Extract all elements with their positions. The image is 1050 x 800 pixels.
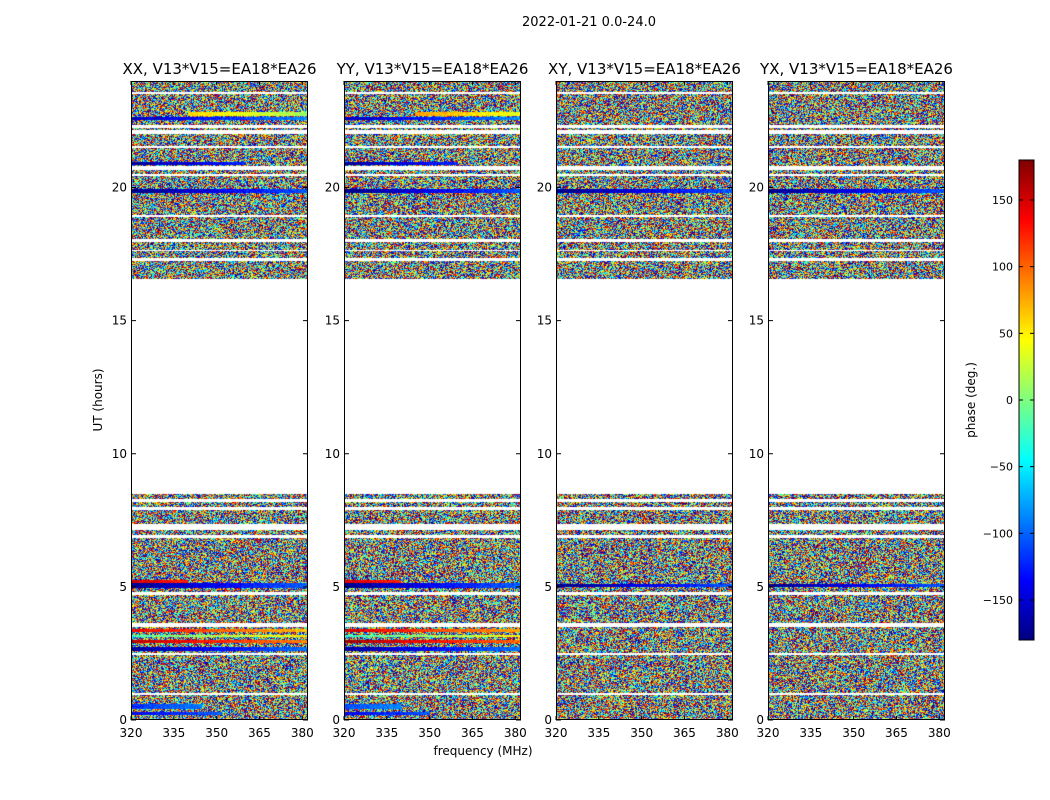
y-tick-label: 5 bbox=[332, 580, 340, 594]
colorbar-ticks: 150 100 50 0 −50 −100 −150 bbox=[983, 194, 1034, 607]
y-tick-label: 10 bbox=[112, 447, 127, 461]
y-tick-label: 15 bbox=[749, 314, 764, 328]
y-tick-label: 5 bbox=[544, 580, 552, 594]
panel-3: XY, V13*V15=EA18*EA26 320 335 350 365 380 0 5 10… bbox=[537, 60, 741, 740]
y-tick-label: 15 bbox=[325, 314, 340, 328]
y-tick-label: 10 bbox=[537, 447, 552, 461]
colorbar-tick-label: 150 bbox=[992, 194, 1013, 207]
x-tick-label: 380 bbox=[928, 726, 951, 740]
x-tick-label: 350 bbox=[205, 726, 228, 740]
colorbar: 150 100 50 0 −50 −100 −150 phase (deg.) bbox=[964, 159, 1035, 641]
panel-frame bbox=[131, 81, 308, 720]
x-tick-label: 350 bbox=[842, 726, 865, 740]
x-tick-label: 320 bbox=[757, 726, 780, 740]
y-tick-label: 10 bbox=[325, 447, 340, 461]
colorbar-tick-label: −50 bbox=[990, 461, 1013, 474]
heatmap-image bbox=[768, 81, 945, 720]
y-tick-label: 15 bbox=[537, 314, 552, 328]
x-tick-label: 320 bbox=[333, 726, 356, 740]
panel-title: YX, V13*V15=EA18*EA26 bbox=[759, 60, 953, 78]
x-tick-label: 380 bbox=[504, 726, 527, 740]
y-tick-label: 10 bbox=[749, 447, 764, 461]
panel-frame bbox=[768, 81, 945, 720]
y-tick-label: 20 bbox=[537, 181, 552, 195]
colorbar-tick-label: −150 bbox=[983, 594, 1013, 607]
x-tick-label: 365 bbox=[885, 726, 908, 740]
panel-frame bbox=[556, 81, 733, 720]
x-tick-label: 335 bbox=[162, 726, 185, 740]
x-tick-label: 380 bbox=[291, 726, 314, 740]
panel-frame bbox=[344, 81, 521, 720]
heatmap-image bbox=[131, 81, 308, 720]
panel-4: YX, V13*V15=EA18*EA26 320 335 350 365 380 0 5 10… bbox=[749, 60, 953, 740]
panel-1: XX, V13*V15=EA18*EA26 320 335 350 365 380 0 5 10… bbox=[112, 60, 317, 740]
x-axis-label: frequency (MHz) bbox=[433, 744, 532, 758]
colorbar-tick-label: 100 bbox=[992, 261, 1013, 274]
colorbar-tick-label: −100 bbox=[983, 527, 1013, 540]
x-tick-label: 350 bbox=[418, 726, 441, 740]
y-axis-label: UT (hours) bbox=[91, 368, 105, 431]
panel-title: YY, V13*V15=EA18*EA26 bbox=[336, 60, 529, 78]
colorbar-tick-label: 0 bbox=[1006, 394, 1013, 407]
x-tick-label: 335 bbox=[375, 726, 398, 740]
x-tick-label: 380 bbox=[716, 726, 739, 740]
x-tick-label: 365 bbox=[248, 726, 271, 740]
y-tick-label: 20 bbox=[749, 181, 764, 195]
y-tick-label: 20 bbox=[112, 181, 127, 195]
x-tick-label: 350 bbox=[630, 726, 653, 740]
y-tick-label: 0 bbox=[332, 713, 340, 727]
y-tick-label: 20 bbox=[325, 181, 340, 195]
x-tick-label: 335 bbox=[799, 726, 822, 740]
y-tick-label: 0 bbox=[756, 713, 764, 727]
y-tick-label: 5 bbox=[119, 580, 127, 594]
figure-title: 2022-01-21 0.0-24.0 bbox=[522, 15, 656, 30]
x-tick-label: 320 bbox=[120, 726, 143, 740]
panel-title: XX, V13*V15=EA18*EA26 bbox=[122, 60, 316, 78]
colorbar-label: phase (deg.) bbox=[964, 362, 978, 438]
heatmap-image bbox=[344, 81, 521, 720]
y-tick-label: 0 bbox=[119, 713, 127, 727]
panels: XX, V13*V15=EA18*EA26 320 335 350 365 380 0 5 10… bbox=[112, 60, 953, 740]
y-tick-label: 5 bbox=[756, 580, 764, 594]
x-tick-label: 365 bbox=[461, 726, 484, 740]
x-tick-label: 335 bbox=[587, 726, 610, 740]
y-tick-label: 15 bbox=[112, 314, 127, 328]
panel-title: XY, V13*V15=EA18*EA26 bbox=[548, 60, 741, 78]
x-tick-label: 365 bbox=[673, 726, 696, 740]
colorbar-tick-label: 50 bbox=[999, 327, 1013, 340]
y-tick-label: 0 bbox=[544, 713, 552, 727]
x-tick-label: 320 bbox=[545, 726, 568, 740]
panel-2: YY, V13*V15=EA18*EA26 320 335 350 365 380 0 5 10… bbox=[325, 60, 529, 740]
heatmap-image bbox=[556, 81, 733, 720]
